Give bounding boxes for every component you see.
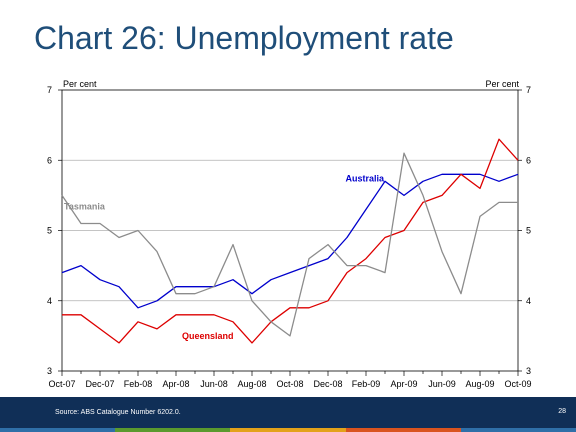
series-label-queensland: Queensland [182,331,234,341]
footer-stripe [460,428,576,432]
xtick-label: Aug-08 [237,379,266,389]
axis-ticks [58,89,522,376]
ytick-label-left: 7 [47,85,52,95]
ylabel-right: Per cent [485,79,519,89]
series-label-australia: Australia [345,173,385,183]
xtick-label: Jun-08 [200,379,228,389]
series-line-queensland [62,138,519,344]
ytick-label-left: 3 [47,366,52,376]
ytick-label-right: 5 [526,226,531,236]
page-number: 28 [558,408,566,415]
ytick-label-left: 5 [47,226,52,236]
xtick-label: Jun-09 [428,379,456,389]
source-note: Source: ABS Catalogue Number 6202.0. [55,409,181,416]
xtick-label: Oct-08 [276,379,303,389]
ytick-label-right: 6 [526,155,531,165]
ytick-label-right: 4 [526,296,531,306]
xtick-label: Apr-08 [162,379,189,389]
unemployment-line-chart: 3 3 4 4 5 5 6 6 7 7 Oct-07 Dec-07 Feb-08 Apr-08 Jun-08… [47,79,532,389]
ytick-label-left: 6 [47,155,52,165]
ytick-label-left: 4 [47,296,52,306]
footer-stripe [345,428,461,432]
xtick-label: Oct-09 [504,379,531,389]
gridlines [62,159,518,302]
footer-stripe [115,428,231,432]
ylabel-left: Per cent [63,79,97,89]
series-label-tasmania: Tasmania [64,201,106,211]
xtick-label: Dec-08 [313,379,342,389]
slide-title: Chart 26: Unemployment rate [34,20,454,56]
xtick-label: Aug-09 [465,379,494,389]
xtick-label: Oct-07 [48,379,75,389]
ytick-label-right: 3 [526,366,531,376]
chart-labels: 3 3 4 4 5 5 6 6 7 7 Oct-07 Dec-07 Feb-08 Apr-08 Jun-08… [47,79,532,389]
series-line-tasmania [61,152,518,337]
footer-stripe [0,428,116,432]
xtick-label: Apr-09 [390,379,417,389]
xtick-label: Dec-07 [85,379,114,389]
ytick-label-right: 7 [526,85,531,95]
xtick-label: Feb-08 [124,379,153,389]
xtick-label: Feb-09 [352,379,381,389]
series-line-australia [61,173,519,309]
series-lines [61,138,519,344]
footer-stripe [230,428,346,432]
footer-bar: Source: ABS Catalogue Number 6202.0. 28 [0,397,576,428]
